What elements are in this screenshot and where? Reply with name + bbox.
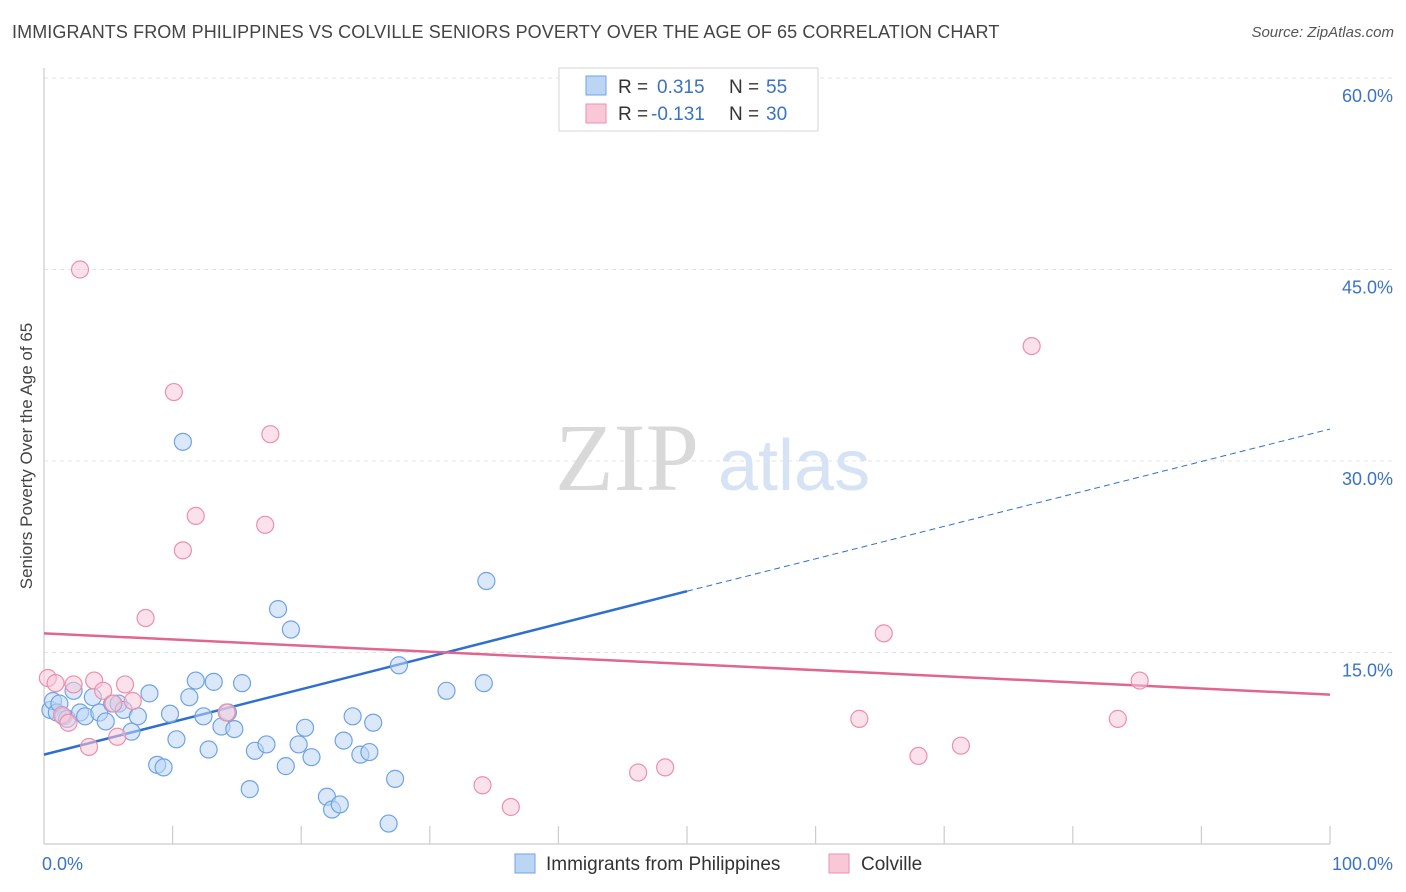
point-s0-24	[186, 671, 205, 690]
point-s1-18	[256, 515, 275, 534]
point-s1-25	[874, 624, 893, 643]
point-s0-40	[302, 748, 321, 767]
point-s0-53	[474, 674, 493, 693]
point-s1-30	[1130, 671, 1149, 690]
point-s1-1	[46, 674, 65, 693]
grid	[44, 77, 1392, 653]
point-s0-16	[128, 707, 147, 726]
point-s1-29	[1108, 709, 1127, 728]
trendline-0	[43, 590, 688, 756]
trendlines	[43, 428, 1331, 756]
point-s0-20	[160, 704, 180, 723]
point-s1-16	[186, 506, 205, 525]
point-s0-37	[281, 620, 301, 639]
point-s0-54	[477, 571, 496, 591]
watermark-zip: ZIP	[555, 404, 699, 511]
bottom-legend-label-philippines: Immigrants from Philippines	[546, 854, 780, 875]
point-s1-17	[217, 703, 236, 722]
point-s1-3	[59, 713, 78, 732]
point-s1-24	[850, 709, 869, 728]
point-s0-47	[360, 742, 379, 762]
point-s0-19	[154, 758, 173, 777]
source-label: Source: ZipAtlas.com	[1251, 24, 1394, 41]
point-s0-45	[343, 707, 362, 726]
watermark-atlas: atlas	[718, 426, 870, 506]
point-s0-22	[173, 432, 192, 451]
point-s1-22	[629, 763, 648, 782]
x-tick-labels: 0.0% 100.0%	[42, 854, 1393, 874]
point-s0-49	[379, 814, 398, 833]
point-s0-50	[385, 769, 405, 788]
legend-r-label-1: R =	[618, 77, 648, 98]
point-s0-26	[199, 740, 218, 759]
trendline-1	[43, 632, 1331, 696]
point-s0-36	[276, 757, 295, 776]
point-s0-44	[334, 731, 353, 750]
legend-n-value-1: 55	[766, 77, 787, 98]
point-s0-35	[268, 599, 288, 619]
y-tick-labels: 15.0% 30.0% 45.0% 60.0%	[1342, 86, 1393, 681]
point-s1-28	[1022, 337, 1041, 356]
legend-r-value-1: 0.315	[657, 77, 705, 98]
point-s0-48	[364, 713, 383, 732]
legend-n-value-2: 30	[766, 104, 787, 125]
point-s0-43	[330, 795, 349, 814]
point-s1-19	[261, 425, 280, 444]
point-s1-15	[173, 541, 192, 560]
point-s1-21	[501, 797, 520, 817]
point-s1-26	[909, 746, 928, 766]
x-ticks	[172, 826, 1331, 844]
y-tick-label-3: 60.0%	[1342, 86, 1393, 106]
page-title: IMMIGRANTS FROM PHILIPPINES VS COLVILLE …	[12, 22, 1000, 42]
point-s1-9	[104, 694, 123, 713]
y-tick-label-0: 15.0%	[1342, 661, 1393, 681]
legend-n-label-1: N =	[729, 77, 759, 98]
bottom-legend-swatch-colville	[828, 853, 850, 874]
point-s1-11	[115, 675, 135, 694]
point-s1-5	[70, 260, 90, 279]
y-tick-label-1: 30.0%	[1342, 469, 1393, 489]
point-s0-27	[204, 672, 223, 691]
bottom-legend-label-colville: Colville	[861, 854, 922, 875]
watermark: ZIP atlas	[555, 404, 870, 511]
legend-n-label-2: N =	[729, 104, 759, 125]
point-s0-52	[437, 681, 456, 700]
point-s0-38	[289, 735, 308, 754]
bottom-legend-swatch-philippines	[514, 853, 536, 874]
point-s0-32	[240, 780, 259, 799]
point-s1-27	[951, 736, 971, 755]
point-s1-13	[136, 608, 155, 628]
legend-swatch-philippines	[585, 75, 607, 96]
point-s0-51	[389, 656, 409, 675]
point-s0-25	[194, 707, 213, 726]
point-s1-10	[108, 727, 127, 746]
point-s0-34	[257, 735, 276, 754]
legend-r-value-2: -0.131	[651, 104, 705, 125]
point-s0-11	[96, 712, 115, 731]
point-s0-30	[225, 719, 244, 739]
trendline-extension-0	[686, 428, 1331, 592]
point-s0-21	[167, 730, 186, 749]
point-s0-31	[232, 674, 252, 693]
legend: R = 0.315 N = 55 R = -0.131 N = 30	[558, 67, 819, 132]
legend-r-label-2: R =	[618, 104, 648, 125]
point-s1-14	[164, 382, 183, 402]
x-tick-label-1: 100.0%	[1332, 854, 1393, 874]
point-s0-23	[180, 688, 199, 707]
bottom-legend: Immigrants from Philippines Colville	[514, 853, 922, 875]
legend-swatch-colville	[585, 103, 607, 124]
point-s0-17	[140, 684, 159, 703]
point-s1-8	[94, 681, 113, 700]
point-s1-4	[64, 675, 83, 694]
point-s1-23	[656, 758, 675, 777]
y-axis-label: Seniors Poverty Over the Age of 65	[17, 323, 36, 589]
point-s1-20	[473, 776, 492, 795]
point-s0-39	[295, 718, 315, 737]
x-tick-label-0: 0.0%	[42, 854, 83, 874]
point-s1-12	[123, 691, 142, 711]
data-points	[38, 260, 1149, 833]
y-tick-label-2: 45.0%	[1342, 278, 1393, 298]
point-s1-6	[79, 737, 99, 757]
